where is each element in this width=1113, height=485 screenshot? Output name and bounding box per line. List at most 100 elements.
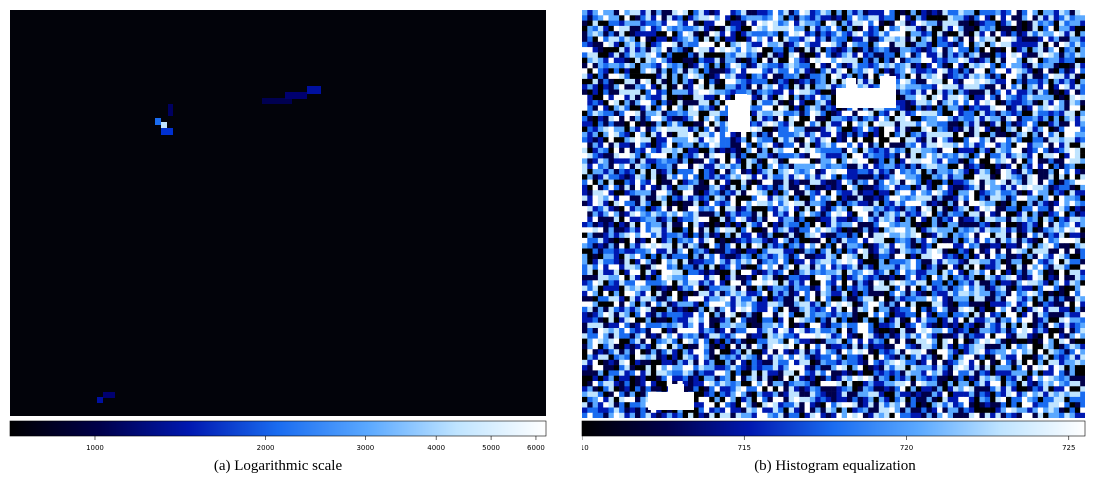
pixel [947,126,954,133]
pixel [714,131,721,138]
pixel [661,179,668,186]
pixel [958,142,964,149]
pixel [640,195,646,202]
pixel [629,184,636,191]
pixel [1016,47,1023,53]
pixel [1059,147,1065,154]
pixel [820,158,827,164]
pixel [894,158,901,164]
pixel [714,275,721,281]
pixel [820,232,827,239]
pixel [619,15,625,21]
pixel [868,153,874,159]
pixel [1032,264,1039,270]
pixel [1027,84,1033,90]
pixel [619,147,625,154]
pixel [592,253,599,260]
pixel [1064,222,1070,228]
pixel [884,57,890,64]
pixel [820,10,827,16]
pixel [820,110,827,117]
pixel [947,190,954,196]
pixel [619,222,625,228]
pixel [778,179,784,186]
pixel [656,137,662,143]
pixel [629,10,636,16]
pixel [1016,232,1023,239]
pixel [741,211,747,217]
pixel [613,259,620,265]
pixel [582,195,588,202]
pixel [592,41,599,48]
pixel [868,68,874,74]
pixel [815,206,821,212]
pixel [788,232,795,239]
pixel [735,179,742,186]
pixel [1053,15,1060,21]
pixel [878,174,885,180]
pixel [682,105,689,111]
pixel [873,47,880,53]
pixel [783,31,789,37]
pixel [688,237,694,244]
pixel [910,31,917,37]
pixel [974,158,980,164]
pixel [809,174,816,180]
pixel [825,190,832,196]
pixel [804,169,811,175]
pixel [1016,131,1023,138]
pixel [990,142,996,149]
pixel [1069,206,1076,212]
pixel [629,222,636,228]
pixel [820,206,827,212]
pixel [1037,169,1044,175]
pixel [809,126,816,133]
pixel [1048,31,1054,37]
pixel [1048,222,1054,228]
pixel [756,126,763,133]
pixel [979,36,986,43]
pixel [979,116,986,122]
pixel [635,259,641,265]
pixel [995,57,1001,64]
pixel [1064,195,1070,202]
pixel [862,222,869,228]
pixel [958,73,964,80]
pixel [1027,142,1033,149]
pixel [587,142,593,149]
pixel [815,105,821,111]
pixel [714,100,721,106]
pixel [868,222,874,228]
pixel [1059,78,1065,85]
pixel [873,20,880,27]
pixel [889,195,895,202]
pixel [1000,68,1007,74]
pixel [635,222,641,228]
pixel [921,31,927,37]
pixel [772,20,779,27]
pixel [1053,280,1060,286]
pixel [799,275,805,281]
pixel [1021,131,1028,138]
pixel [597,211,604,217]
pixel [1037,41,1044,48]
pixel [592,227,599,233]
pixel [709,243,715,249]
pixel [751,280,758,286]
pixel [868,41,874,48]
pixel [1032,169,1039,175]
pixel [587,94,593,101]
pixel [799,222,805,228]
pixel [592,20,599,27]
pixel [1059,47,1065,53]
pixel [968,243,975,249]
pixel [1048,259,1054,265]
pixel [937,52,943,58]
pixel [820,89,827,96]
pixel [884,232,890,239]
pixel [682,280,689,286]
pixel [815,31,821,37]
pixel [582,100,588,106]
pixel [730,142,736,149]
pixel [788,179,795,186]
